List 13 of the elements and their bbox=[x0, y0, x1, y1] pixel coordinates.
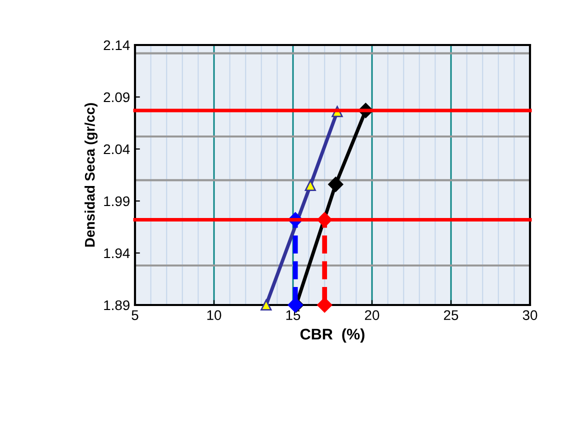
y-tick-label: 1.89 bbox=[104, 300, 130, 310]
x-tick-label: 30 bbox=[522, 310, 538, 320]
x-tick-label: 20 bbox=[364, 310, 380, 320]
y-tick-label: 1.99 bbox=[104, 196, 130, 206]
y-tick-label: 2.14 bbox=[104, 40, 130, 50]
y-tick-label: 2.04 bbox=[104, 144, 130, 154]
x-tick-label: 10 bbox=[207, 310, 222, 320]
y-tick-label: 2.09 bbox=[104, 92, 130, 102]
x-axis-title: CBR (%) bbox=[300, 328, 364, 343]
y-axis-title: Densidad Seca (gr/cc) bbox=[84, 103, 98, 247]
x-tick-label: 25 bbox=[444, 310, 458, 320]
x-tick-label: 5 bbox=[132, 310, 138, 320]
y-tick-label: 1.94 bbox=[104, 248, 130, 258]
